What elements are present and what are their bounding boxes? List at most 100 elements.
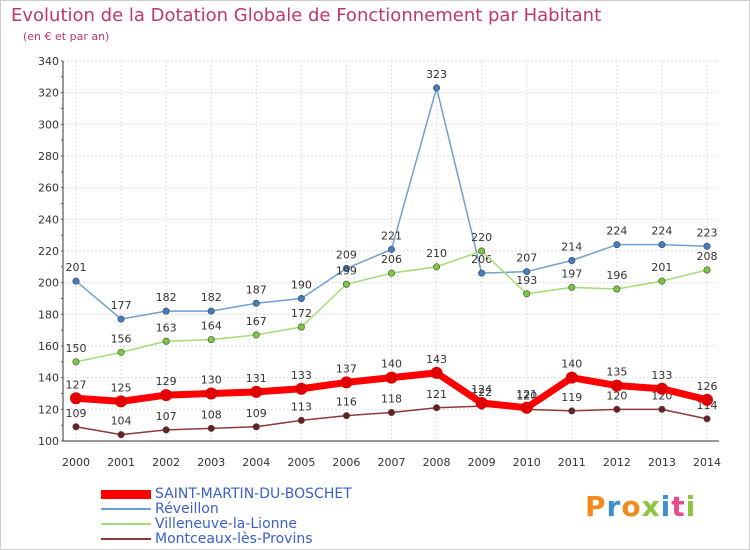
- data-point: [340, 376, 353, 389]
- data-label: 113: [291, 400, 312, 413]
- data-label: 104: [111, 415, 132, 428]
- data-point: [342, 264, 350, 272]
- data-point: [207, 424, 215, 432]
- data-point: [117, 315, 125, 323]
- data-point: [385, 371, 398, 384]
- data-label: 172: [291, 307, 312, 320]
- data-point: [703, 266, 711, 274]
- y-tick-label: 280: [38, 150, 59, 163]
- data-point: [250, 385, 263, 398]
- data-point: [433, 404, 441, 412]
- data-label: 130: [201, 374, 222, 387]
- x-tick-label: 2014: [693, 456, 721, 469]
- data-label: 125: [111, 381, 132, 394]
- logo-letter: i: [660, 490, 672, 523]
- logo-letter: i: [685, 490, 697, 523]
- data-point: [387, 408, 395, 416]
- data-point: [658, 241, 666, 249]
- y-tick-label: 220: [38, 245, 59, 258]
- data-label: 206: [471, 253, 492, 266]
- y-tick-label: 180: [38, 308, 59, 321]
- data-point: [160, 389, 173, 402]
- y-tick-label: 240: [38, 213, 59, 226]
- data-label: 190: [291, 279, 312, 292]
- data-label: 133: [651, 369, 672, 382]
- data-label: 109: [246, 407, 267, 420]
- data-point: [252, 331, 260, 339]
- data-point: [568, 283, 576, 291]
- data-label: 131: [246, 372, 267, 385]
- chart-title: Evolution de la Dotation Globale de Fonc…: [11, 5, 602, 26]
- data-point: [613, 405, 621, 413]
- legend-label-reveillon: Réveillon: [155, 501, 219, 517]
- data-point: [658, 277, 666, 285]
- data-point: [520, 401, 533, 414]
- data-label: 210: [426, 247, 447, 260]
- y-tick-label: 260: [38, 182, 59, 195]
- data-label: 182: [201, 291, 222, 304]
- data-label: 108: [201, 408, 222, 421]
- data-point: [72, 358, 80, 366]
- data-label: 126: [697, 380, 718, 393]
- data-label: 118: [381, 393, 402, 406]
- data-point: [387, 245, 395, 253]
- data-point: [433, 84, 441, 92]
- data-label: 116: [336, 396, 357, 409]
- x-tick-label: 2013: [648, 456, 676, 469]
- data-label: 109: [66, 407, 87, 420]
- data-point: [115, 395, 128, 408]
- data-label: 124: [471, 383, 492, 396]
- data-label: 121: [426, 388, 447, 401]
- data-point: [205, 387, 218, 400]
- data-point: [72, 423, 80, 431]
- data-point: [613, 241, 621, 249]
- chart-subtitle: (en € et par an): [23, 30, 110, 43]
- legend-swatch-montceaux: [101, 538, 151, 540]
- data-point: [430, 366, 443, 379]
- y-tick-label: 100: [38, 435, 59, 448]
- data-point: [433, 263, 441, 271]
- data-label: 143: [426, 353, 447, 366]
- data-point: [658, 405, 666, 413]
- data-label: 208: [697, 250, 718, 263]
- data-label: 224: [606, 225, 627, 238]
- y-tick-label: 140: [38, 372, 59, 385]
- logo-letter: t: [671, 490, 686, 523]
- legend-swatch-reveillon: [101, 508, 151, 510]
- data-point: [297, 416, 305, 424]
- data-label: 220: [471, 231, 492, 244]
- data-point: [297, 323, 305, 331]
- legend-item-villeneuve: Villeneuve-la-Lionne: [101, 516, 297, 532]
- data-point: [162, 337, 170, 345]
- data-label: 140: [381, 358, 402, 371]
- data-label: 187: [246, 283, 267, 296]
- data-label: 201: [651, 261, 672, 274]
- x-tick-label: 2009: [468, 456, 496, 469]
- data-label: 150: [66, 342, 87, 355]
- legend-label-saint-martin: SAINT-MARTIN-DU-BOSCHET: [155, 486, 352, 502]
- data-point: [565, 371, 578, 384]
- data-point: [610, 379, 623, 392]
- legend-item-reveillon: Réveillon: [101, 501, 219, 517]
- data-point: [72, 277, 80, 285]
- data-point: [703, 242, 711, 250]
- logo-letter: r: [606, 490, 622, 523]
- data-point: [475, 397, 488, 409]
- x-tick-label: 2006: [332, 456, 360, 469]
- x-tick-label: 2012: [603, 456, 631, 469]
- legend-item-montceaux: Montceaux-lès-Provins: [101, 531, 313, 547]
- data-label: 137: [336, 362, 357, 375]
- y-tick-label: 340: [38, 55, 59, 68]
- data-label: 163: [156, 321, 177, 334]
- x-tick-label: 2003: [197, 456, 225, 469]
- data-label: 182: [156, 291, 177, 304]
- data-label: 120: [606, 389, 627, 402]
- x-tick-label: 2000: [62, 456, 90, 469]
- data-label: 206: [381, 253, 402, 266]
- x-tick-label: 2001: [107, 456, 135, 469]
- x-tick-label: 2002: [152, 456, 180, 469]
- data-point: [162, 307, 170, 315]
- data-label: 164: [201, 320, 222, 333]
